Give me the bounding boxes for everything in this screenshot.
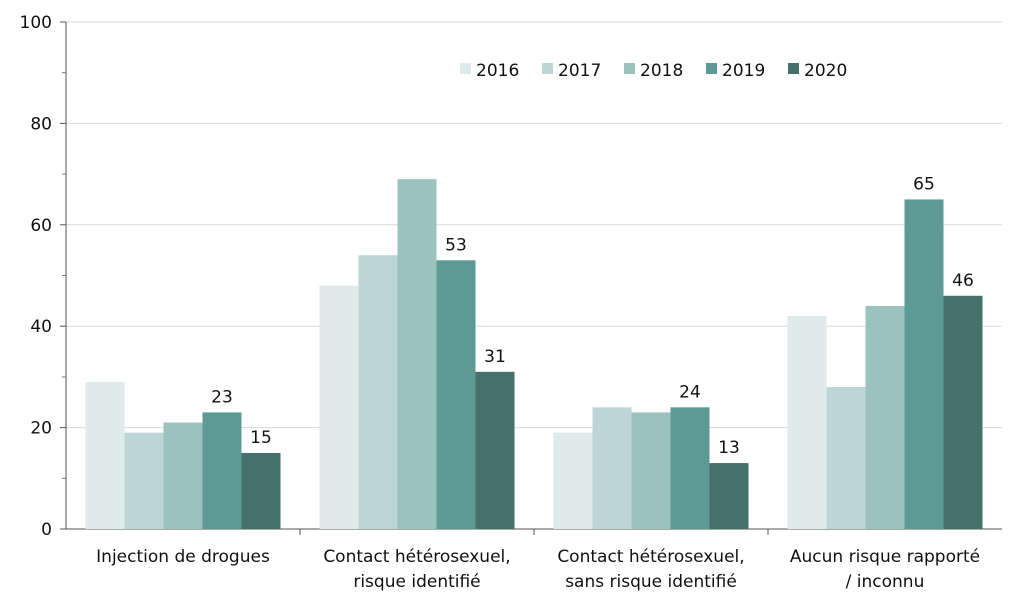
data-label: 23 xyxy=(211,387,233,407)
legend: 2016 2017 2018 2019 2020 xyxy=(460,61,847,81)
bar-2017 xyxy=(124,432,164,529)
bar-2016 xyxy=(787,316,827,529)
data-label: 65 xyxy=(913,174,935,194)
legend-label: 2017 xyxy=(558,61,601,81)
y-tick-label: 100 xyxy=(20,13,52,33)
data-label: 53 xyxy=(445,235,467,255)
x-category-label: risque identifié xyxy=(353,572,480,592)
data-label: 31 xyxy=(484,347,506,367)
bar-2018 xyxy=(631,412,671,529)
legend-label: 2020 xyxy=(804,61,847,81)
y-tick-label: 20 xyxy=(30,419,52,439)
bar-2019 xyxy=(670,407,710,529)
bars xyxy=(85,179,983,530)
gridlines xyxy=(66,21,1002,429)
legend-swatch-2019 xyxy=(706,63,717,74)
data-label: 15 xyxy=(250,428,272,448)
y-tick-label: 0 xyxy=(41,520,52,540)
x-category-label: Contact hétérosexuel, xyxy=(557,547,744,567)
bar-2016 xyxy=(553,432,593,529)
y-tick-label: 80 xyxy=(30,114,52,134)
x-category-label: / inconnu xyxy=(846,572,925,592)
legend-swatch-2017 xyxy=(542,63,553,74)
bar-2019 xyxy=(202,412,242,529)
bar-2018 xyxy=(163,422,203,529)
legend-swatch-2020 xyxy=(788,63,799,74)
bar-2018 xyxy=(865,305,905,529)
legend-label: 2016 xyxy=(476,61,519,81)
y-tick-label: 40 xyxy=(30,317,52,337)
bar-2020 xyxy=(475,371,515,529)
bar-2018 xyxy=(397,179,437,530)
data-label: 46 xyxy=(952,271,974,291)
legend-label: 2019 xyxy=(722,61,765,81)
y-tick-label: 60 xyxy=(30,216,52,236)
axes: 0 20 40 60 80 100 Injection de drogues Contact … xyxy=(20,13,1002,592)
bar-2016 xyxy=(85,381,125,529)
x-category-label: sans risque identifié xyxy=(565,572,737,592)
bar-2020 xyxy=(241,452,281,529)
legend-label: 2018 xyxy=(640,61,683,81)
bar-2017 xyxy=(358,255,398,529)
data-label: 13 xyxy=(718,438,740,458)
bar-2017 xyxy=(826,387,866,529)
legend-swatch-2018 xyxy=(624,63,635,74)
bar-2020 xyxy=(709,463,749,529)
x-category-label: Aucun risque rapporté xyxy=(790,547,980,567)
x-category-label: Contact hétérosexuel, xyxy=(323,547,510,567)
bar-2016 xyxy=(319,285,359,529)
data-label: 24 xyxy=(679,382,701,402)
bar-2017 xyxy=(592,407,632,529)
bar-2019 xyxy=(436,260,476,529)
data-labels: 23 15 53 31 24 13 65 46 xyxy=(211,174,974,458)
bar-2020 xyxy=(943,295,983,529)
legend-swatch-2016 xyxy=(460,63,471,74)
x-category-label: Injection de drogues xyxy=(96,547,270,567)
bar-2019 xyxy=(904,199,944,529)
